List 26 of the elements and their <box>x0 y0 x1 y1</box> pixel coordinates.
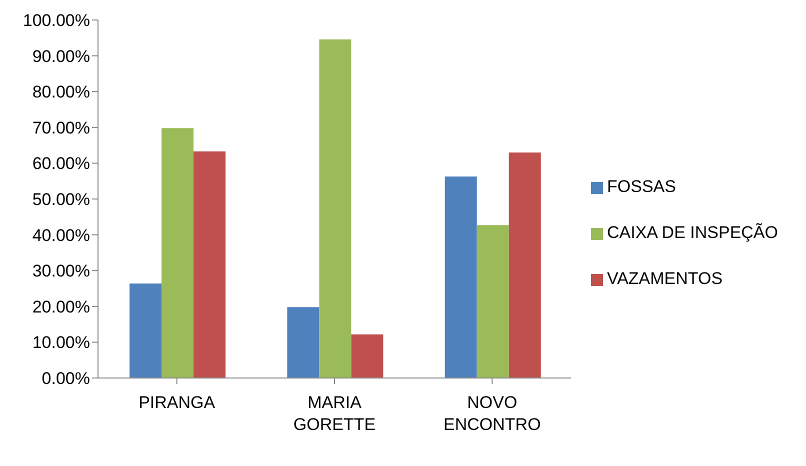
y-tick-label: 60.00% <box>32 154 90 174</box>
y-tick-label: 80.00% <box>32 82 90 102</box>
y-tick-label: 10.00% <box>32 333 90 352</box>
x-tick-label: PIRANGA <box>138 393 216 412</box>
bar <box>130 283 162 378</box>
bar <box>444 176 477 378</box>
y-tick-label: 70.00% <box>32 118 90 138</box>
y-tick-label: 0.00% <box>42 369 90 388</box>
bar <box>508 152 541 378</box>
y-tick-label: 100.00% <box>22 11 90 30</box>
y-tick-label: 50.00% <box>32 190 90 210</box>
legend-label: CAIXA DE INSPEÇÃO <box>607 223 778 242</box>
bar <box>194 151 226 378</box>
y-tick-label: 30.00% <box>32 262 90 281</box>
bar <box>476 225 509 378</box>
x-tick-label: NOVO ENCONTRO <box>444 393 541 434</box>
y-tick-label: 20.00% <box>32 297 90 316</box>
y-tick-label: 90.00% <box>32 46 90 66</box>
legend-label: VAZAMENTOS <box>607 269 723 288</box>
legend-label: FOSSAS <box>607 177 676 196</box>
bar <box>351 334 384 378</box>
bar <box>162 128 194 378</box>
x-tick-label: MARIA GORETTE <box>293 393 376 434</box>
y-tick-label: 40.00% <box>32 226 90 245</box>
bar <box>319 39 352 378</box>
bar <box>287 307 320 378</box>
